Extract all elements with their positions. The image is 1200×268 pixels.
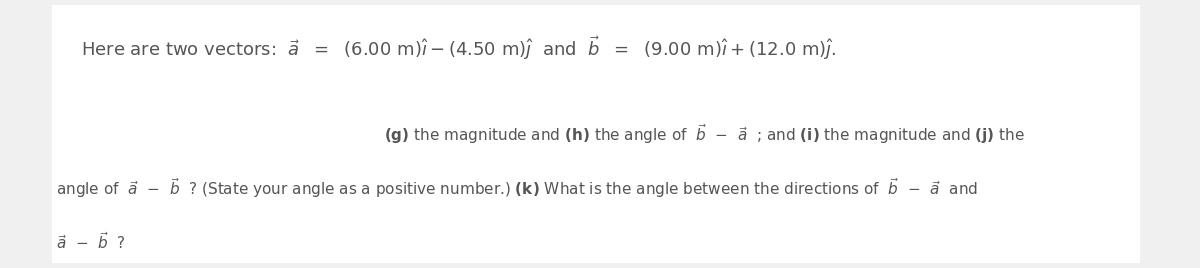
- Text: angle of  $\vec{a}$  $-$  $\vec{b}$  ? (State your angle as a positive number.) : angle of $\vec{a}$ $-$ $\vec{b}$ ? (Stat…: [56, 176, 978, 200]
- Text: $\mathbf{(g)}$ the magnitude and $\mathbf{(h)}$ the angle of  $\vec{b}$  $-$  $\: $\mathbf{(g)}$ the magnitude and $\mathb…: [384, 122, 1025, 146]
- Text: $\vec{a}$  $-$  $\vec{b}$  ?: $\vec{a}$ $-$ $\vec{b}$ ?: [56, 231, 126, 252]
- FancyBboxPatch shape: [53, 5, 1140, 263]
- Text: Here are two vectors:  $\vec{a}$  $=$  $(6.00\ \mathrm{m})\hat{\imath} - (4.50\ : Here are two vectors: $\vec{a}$ $=$ $(6.…: [82, 34, 838, 62]
